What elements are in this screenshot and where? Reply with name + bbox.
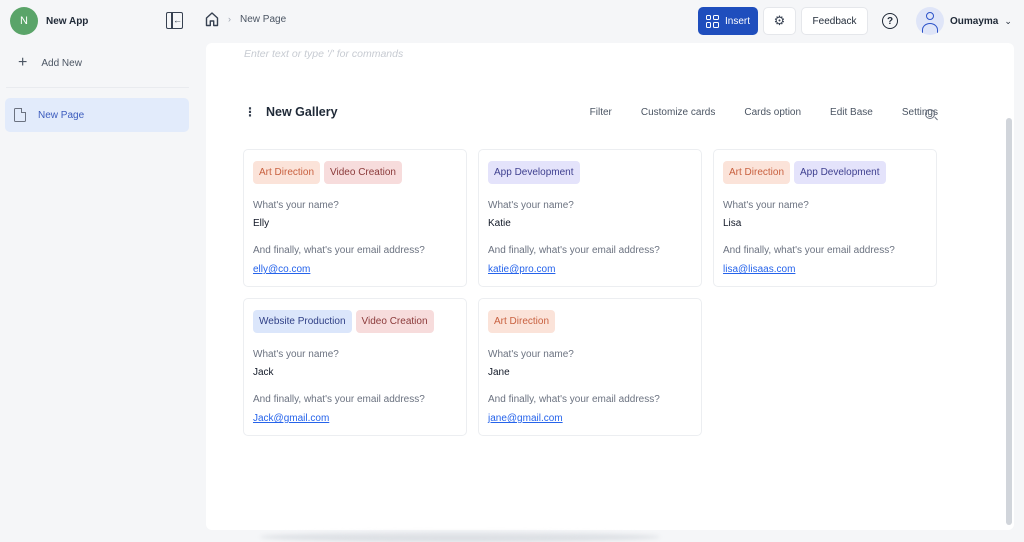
more-vertical-icon[interactable]: ⋮ bbox=[244, 105, 256, 119]
editor-input[interactable]: Enter text or type '/' for commands bbox=[244, 48, 404, 60]
page-icon bbox=[14, 108, 26, 122]
feedback-button[interactable]: Feedback bbox=[801, 7, 868, 35]
email-link[interactable]: Jack@gmail.com bbox=[253, 413, 330, 424]
plus-icon: + bbox=[18, 54, 28, 71]
insert-label: Insert bbox=[724, 15, 750, 27]
tag-video-creation: Video Creation bbox=[355, 310, 434, 333]
user-name: Oumayma bbox=[950, 15, 999, 27]
app-name: New App bbox=[46, 15, 89, 27]
sidebar-item-new-page[interactable]: New Page bbox=[5, 98, 189, 132]
settings-button[interactable]: ⚙ bbox=[763, 7, 796, 35]
email-question: And finally, what's your email address? bbox=[723, 245, 895, 256]
name-value: Elly bbox=[253, 218, 270, 229]
collapse-sidebar-button[interactable]: ← bbox=[166, 12, 183, 29]
name-question: What's your name? bbox=[253, 200, 339, 211]
help-icon[interactable]: ? bbox=[882, 13, 898, 29]
chevron-right-icon: › bbox=[228, 14, 231, 24]
email-question: And finally, what's your email address? bbox=[253, 245, 425, 256]
cards-option-button[interactable]: Cards option bbox=[744, 107, 802, 118]
add-new-label: Add New bbox=[41, 57, 82, 69]
insert-button[interactable]: Insert bbox=[698, 7, 758, 35]
sidebar-item-label: New Page bbox=[38, 109, 85, 121]
main-content: Enter text or type '/' for commands ⋮ Ne… bbox=[206, 43, 1014, 530]
tag-app-development: App Development bbox=[488, 161, 580, 184]
gallery-header: ⋮ New Gallery bbox=[244, 105, 338, 119]
bottom-shadow bbox=[260, 532, 660, 542]
breadcrumb-current-page[interactable]: New Page bbox=[240, 13, 287, 25]
tag-app-development: App Development bbox=[794, 161, 886, 184]
breadcrumb: › New Page bbox=[205, 11, 286, 27]
gallery-title: New Gallery bbox=[266, 105, 338, 119]
gallery-card[interactable]: Art Direction What's your name? Jane And… bbox=[478, 298, 702, 436]
email-link[interactable]: lisa@lisaas.com bbox=[723, 264, 796, 275]
customize-cards-button[interactable]: Customize cards bbox=[640, 107, 716, 118]
email-question: And finally, what's your email address? bbox=[488, 394, 660, 405]
arrow-left-icon: ← bbox=[173, 15, 182, 25]
app-header[interactable]: N New App bbox=[10, 7, 88, 35]
name-question: What's your name? bbox=[253, 349, 339, 360]
name-question: What's your name? bbox=[488, 349, 574, 360]
gallery-card[interactable]: Art Direction Video Creation What's your… bbox=[243, 149, 467, 287]
user-avatar-icon bbox=[916, 7, 944, 35]
filter-button[interactable]: Filter bbox=[589, 107, 612, 118]
tag-art-direction: Art Direction bbox=[253, 161, 321, 184]
tag-art-direction: Art Direction bbox=[723, 161, 791, 184]
tag-video-creation: Video Creation bbox=[324, 161, 402, 184]
chevron-down-icon: ⌄ bbox=[1004, 15, 1012, 26]
gallery-card[interactable]: Website Production Video Creation What's… bbox=[243, 298, 467, 436]
tag-art-direction: Art Direction bbox=[488, 310, 556, 333]
name-value: Katie bbox=[488, 218, 511, 229]
gallery-card[interactable]: Art Direction App Development What's you… bbox=[713, 149, 937, 287]
edit-base-button[interactable]: Edit Base bbox=[830, 107, 873, 118]
sidebar-divider bbox=[6, 87, 189, 88]
name-question: What's your name? bbox=[488, 200, 574, 211]
gallery-settings-button[interactable]: Settings bbox=[901, 107, 938, 118]
name-question: What's your name? bbox=[723, 200, 809, 211]
add-new-button[interactable]: + Add New bbox=[18, 54, 82, 71]
user-menu[interactable]: Oumayma ⌄ bbox=[916, 7, 1012, 35]
app-avatar[interactable]: N bbox=[10, 7, 38, 35]
home-icon[interactable] bbox=[205, 11, 219, 27]
email-link[interactable]: elly@co.com bbox=[253, 264, 311, 275]
email-question: And finally, what's your email address? bbox=[253, 394, 425, 405]
gear-icon: ⚙ bbox=[773, 13, 786, 28]
email-question: And finally, what's your email address? bbox=[488, 245, 660, 256]
name-value: Lisa bbox=[723, 218, 742, 229]
email-link[interactable]: katie@pro.com bbox=[488, 264, 556, 275]
tag-website-production: Website Production bbox=[253, 310, 352, 333]
name-value: Jane bbox=[488, 367, 510, 378]
vertical-scrollbar[interactable] bbox=[1006, 118, 1012, 525]
gallery-toolbar: Filter Customize cards Cards option Edit… bbox=[561, 107, 938, 118]
gallery-cards: Art Direction Video Creation What's your… bbox=[243, 149, 937, 436]
email-link[interactable]: jane@gmail.com bbox=[488, 413, 563, 424]
name-value: Jack bbox=[253, 367, 274, 378]
grid-icon bbox=[705, 14, 719, 28]
gallery-card[interactable]: App Development What's your name? Katie … bbox=[478, 149, 702, 287]
search-icon[interactable] bbox=[925, 109, 935, 119]
sidebar: N New App ← + Add New New Page bbox=[0, 0, 196, 542]
sidebar-collapse-icon bbox=[171, 13, 173, 28]
